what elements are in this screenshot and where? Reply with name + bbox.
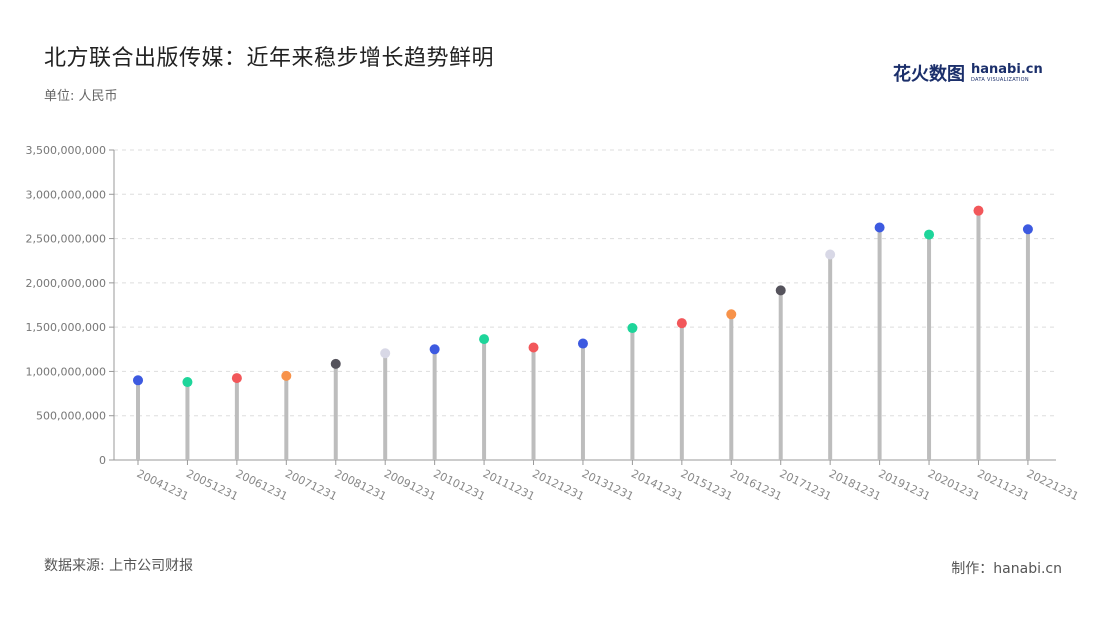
y-tick-label: 3,500,000,000 [26,144,106,157]
y-tick-label: 1,000,000,000 [26,365,106,378]
y-tick-label: 2,500,000,000 [26,233,106,246]
brand-domain: hanabi.cn [971,62,1043,77]
y-tick-label: 500,000,000 [36,410,106,423]
lollipop-dot[interactable] [380,348,391,359]
x-tick-label: 20111231 [481,467,537,503]
lollipop-dot[interactable] [231,373,242,384]
y-tick-label: 3,000,000,000 [26,188,106,201]
x-tick-label: 20091231 [382,467,438,503]
x-tick-label: 20041231 [135,467,191,503]
x-tick-label: 20191231 [876,467,932,503]
lollipop-dot[interactable] [627,323,638,334]
x-tick-label: 20151231 [679,467,735,503]
lollipop-dot[interactable] [133,375,143,386]
y-tick-label: 2,000,000,000 [26,277,106,290]
lollipop-dot[interactable] [1022,224,1033,235]
brand-tagline: DATA VISUALIZATION [971,77,1029,83]
lollipop-dot[interactable] [676,318,687,329]
x-tick-label: 20181231 [827,467,883,503]
x-tick-label: 20081231 [332,467,388,503]
lollipop-dot[interactable] [775,285,786,296]
x-tick-label: 20121231 [530,467,586,503]
lollipop-dot[interactable] [330,358,341,369]
y-tick-label: 1,500,000,000 [26,321,106,334]
lollipop-dot[interactable] [825,249,836,260]
x-tick-label: 20201231 [926,467,982,503]
lollipop-dot[interactable] [874,222,885,233]
lollipop-dot[interactable] [479,334,490,345]
lollipop-dot[interactable] [924,229,935,240]
lollipop-dot[interactable] [429,344,440,355]
brand-name-en: hanabi.cn DATA VISUALIZATION [971,63,1043,83]
brand-logo: 花火数图 hanabi.cn DATA VISUALIZATION [893,60,1043,86]
lollipop-dot[interactable] [182,377,193,388]
lollipop-dot[interactable] [528,342,539,353]
brand-name-cn: 花火数图 [893,64,965,85]
credit-text: 制作：hanabi.cn [951,561,1062,577]
x-tick-label: 20211231 [975,467,1031,503]
lollipop-dot[interactable] [726,309,737,320]
grid-lines [114,149,1056,417]
lollipop-dot[interactable] [281,370,292,381]
x-tick-label: 20071231 [283,467,339,503]
x-tick-label: 20141231 [629,467,685,503]
axes [109,149,1056,465]
x-tick-label: 20051231 [184,467,240,503]
unit-label: 单位: 人民币 [44,89,118,104]
x-tick-label: 20221231 [1025,467,1081,503]
dots [133,205,1033,388]
x-tick-label: 20171231 [777,467,833,503]
x-tick-label: 20061231 [234,467,290,503]
lollipop-dot[interactable] [973,205,984,216]
chart-title: 北方联合出版传媒：近年来稳步增长趋势鲜明 [44,46,495,71]
data-source: 数据来源: 上市公司财报 [44,558,194,574]
x-tick-label: 20101231 [431,467,487,503]
tick-labels: 0 500,000,000 1,000,000,000 1,500,000,000 2,… [26,144,1081,503]
x-tick-label: 20161231 [728,467,784,503]
y-tick-label: 0 [99,454,106,467]
x-tick-label: 20131231 [580,467,636,503]
stems [136,210,1030,460]
lollipop-dot[interactable] [577,338,588,349]
